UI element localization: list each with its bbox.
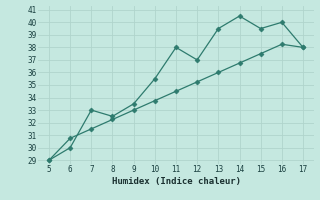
X-axis label: Humidex (Indice chaleur): Humidex (Indice chaleur) xyxy=(111,177,241,186)
